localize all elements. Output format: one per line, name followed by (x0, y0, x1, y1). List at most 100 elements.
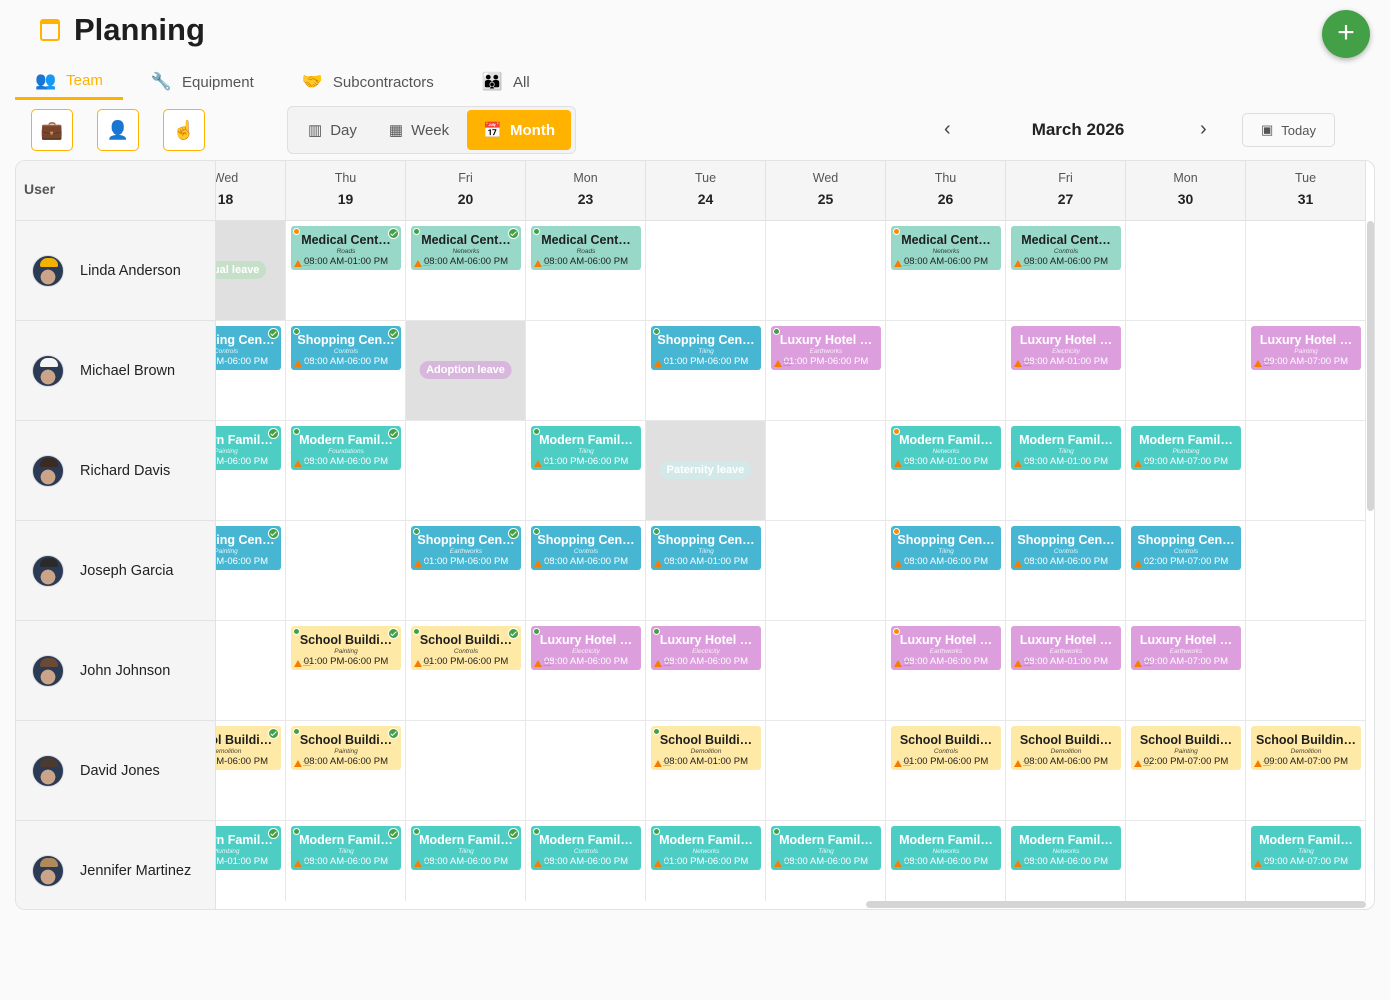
day-cell[interactable]: Adoption leave (406, 321, 526, 421)
briefcase-filter-button[interactable]: 💼 (31, 109, 73, 151)
day-cell[interactable] (1246, 421, 1366, 521)
day-cell[interactable]: School Buildi… Painting 02:00 PM-07:00 PM (1126, 721, 1246, 821)
day-cell[interactable] (526, 721, 646, 821)
assignment-card[interactable]: Modern Famil… Controls 08:00 AM-06:00 PM (531, 826, 641, 870)
day-cell[interactable] (766, 621, 886, 721)
user-row[interactable]: John Johnson (16, 621, 215, 721)
day-cell[interactable]: Shopping Cen… Earthworks 01:00 PM-06:00 PM (406, 521, 526, 621)
vertical-scrollbar[interactable] (1367, 221, 1374, 511)
day-cell[interactable]: Modern Famil… Networks 08:00 AM-06:00 PM (1006, 821, 1126, 901)
assignment-card[interactable]: School Buildi… Demolition 08:00 AM-01:00 P… (651, 726, 761, 770)
day-cell[interactable]: Shopping Cen… Tiling 08:00 AM-06:00 PM (886, 521, 1006, 621)
day-cell[interactable]: Shopping Cen… Tiling 01:00 PM-06:00 PM (646, 321, 766, 421)
day-cell[interactable]: School Buildi… Controls 01:00 PM-06:00 PM (886, 721, 1006, 821)
user-row[interactable]: Joseph Garcia (16, 521, 215, 621)
add-button[interactable]: + (1322, 10, 1370, 58)
day-cell[interactable] (766, 721, 886, 821)
assignment-card[interactable]: Luxury Hotel … Painting 09:00 AM-07:00 PM (1251, 326, 1361, 370)
assignment-card[interactable]: Modern Famil… Tiling 08:00 AM-06:00 PM (771, 826, 881, 870)
day-cell[interactable]: Modern Famil… Tiling 01:00 PM-06:00 PM (526, 421, 646, 521)
assignment-card[interactable]: Medical Cent… Networks 08:00 AM-06:00 PM (411, 226, 521, 270)
day-cell[interactable]: Modern Famil… Tiling 08:00 AM-06:00 PM (766, 821, 886, 901)
assignment-card[interactable]: Modern Famil… Tiling 08:00 AM-06:00 PM (411, 826, 521, 870)
user-row[interactable]: Jennifer Martinez (16, 821, 215, 909)
pointer-filter-button[interactable]: ☝ (163, 109, 205, 151)
assignment-card[interactable]: Modern Famil… Tiling 09:00 AM-07:00 PM (1251, 826, 1361, 870)
day-cell[interactable]: School Buildi… Painting 08:00 AM-06:00 PM (286, 721, 406, 821)
assignment-card[interactable]: Luxury Hotel … Electricity 08:00 AM-06:00 … (531, 626, 641, 670)
day-cell[interactable]: Luxury Hotel … Electricity 08:00 AM-01:00 … (1006, 321, 1126, 421)
day-cell[interactable]: Medical Cent… Controls 08:00 AM-06:00 PM (1006, 221, 1126, 321)
user-row[interactable]: Richard Davis (16, 421, 215, 521)
assignment-card[interactable]: Luxury Hotel … Electricity 08:00 AM-01:00 … (1011, 326, 1121, 370)
day-cell[interactable] (286, 521, 406, 621)
view-day[interactable]: ▥ Day (292, 110, 373, 150)
day-cell[interactable]: Modern Famil… Networks 08:00 AM-01:00 PM (886, 421, 1006, 521)
assignment-card[interactable]: Shopping Cen… Tiling 08:00 AM-01:00 PM (651, 526, 761, 570)
view-month[interactable]: 📅 Month (467, 110, 571, 150)
assignment-card[interactable]: Luxury Hotel … Earthworks 08:00 AM-01:00 P… (1011, 626, 1121, 670)
prev-month-button[interactable]: ‹ (944, 118, 951, 140)
tab-subcontractors[interactable]: 🤝 Subcontractors (282, 64, 454, 100)
tab-team[interactable]: 👥 Team (15, 64, 123, 100)
day-cell[interactable]: Modern Famil… Tiling 09:00 AM-07:00 PM (1246, 821, 1366, 901)
day-cell[interactable] (1246, 221, 1366, 321)
day-cell[interactable]: Modern Famil… Networks 08:00 AM-06:00 PM (886, 821, 1006, 901)
tab-all[interactable]: 👪 All (462, 64, 550, 100)
day-cell[interactable]: Luxury Hotel … Earthworks 01:00 PM-06:00 P… (766, 321, 886, 421)
assignment-card[interactable]: Luxury Hotel … Earthworks 08:00 AM-06:00 P… (891, 626, 1001, 670)
day-cell[interactable]: Luxury Hotel … Electricity 08:00 AM-06:00 … (526, 621, 646, 721)
assignment-card[interactable]: School Buildin… Demolition 09:00 AM-07:00 … (1251, 726, 1361, 770)
assignment-card[interactable]: Luxury Hotel … Earthworks 09:00 AM-07:00 P… (1131, 626, 1241, 670)
day-cell[interactable]: Modern Famil… Controls 08:00 AM-06:00 PM (526, 821, 646, 901)
user-row[interactable]: Michael Brown (16, 321, 215, 421)
day-cell[interactable]: School Buildin… Demolition 09:00 AM-07:00 … (1246, 721, 1366, 821)
assignment-card[interactable]: Shopping Cen… Tiling 01:00 PM-06:00 PM (651, 326, 761, 370)
assignment-card[interactable]: School Buildi… Controls 01:00 PM-06:00 PM (411, 626, 521, 670)
assignment-card[interactable]: School Buildi… Painting 01:00 PM-06:00 PM (291, 626, 401, 670)
horizontal-scrollbar[interactable] (866, 901, 1366, 908)
day-cell[interactable]: Shopping Cen… Tiling 08:00 AM-01:00 PM (646, 521, 766, 621)
assignment-card[interactable]: Luxury Hotel … Electricity 08:00 AM-06:00 … (651, 626, 761, 670)
day-cell[interactable] (1126, 321, 1246, 421)
assignment-card[interactable]: Modern Famil… Tiling 01:00 PM-06:00 PM (531, 426, 641, 470)
day-cell[interactable]: Paternity leave (646, 421, 766, 521)
day-cell[interactable] (646, 221, 766, 321)
day-cell[interactable] (766, 421, 886, 521)
day-cell[interactable]: Modern Famil… Tiling 08:00 AM-06:00 PM (286, 821, 406, 901)
assignment-card[interactable]: Medical Cent… Networks 08:00 AM-06:00 PM (891, 226, 1001, 270)
assignment-card[interactable]: Modern Famil… Plumbing 09:00 AM-07:00 PM (1131, 426, 1241, 470)
day-cell[interactable]: Luxury Hotel … Electricity 08:00 AM-06:00 … (646, 621, 766, 721)
assignment-card[interactable]: Shopping Cen… Controls 02:00 PM-07:00 PM (1131, 526, 1241, 570)
day-cell[interactable] (1126, 821, 1246, 901)
assignment-card[interactable]: Shopping Cen… Earthworks 01:00 PM-06:00 PM (411, 526, 521, 570)
assignment-card[interactable]: Modern Famil… Foundations 08:00 AM-06:00 P… (291, 426, 401, 470)
view-week[interactable]: ▦ Week (373, 110, 465, 150)
day-cell[interactable] (766, 221, 886, 321)
next-month-button[interactable]: › (1200, 118, 1207, 140)
today-button[interactable]: ▣ Today (1242, 113, 1335, 147)
user-row[interactable]: David Jones (16, 721, 215, 821)
day-cell[interactable] (766, 521, 886, 621)
assignment-card[interactable]: Luxury Hotel … Earthworks 01:00 PM-06:00 P… (771, 326, 881, 370)
assignment-card[interactable]: Medical Cent… Roads 08:00 AM-06:00 PM (531, 226, 641, 270)
day-cell[interactable]: Modern Famil…Plumbing08:00 AM-01:00 PM (216, 821, 286, 901)
day-cell[interactable]: Luxury Hotel … Earthworks 09:00 AM-07:00 P… (1126, 621, 1246, 721)
assignment-card[interactable]: School Buildi… Painting 02:00 PM-07:00 PM (1131, 726, 1241, 770)
assignment-card[interactable]: Modern Famil…Plumbing08:00 AM-01:00 PM (216, 826, 281, 870)
day-cell[interactable]: Luxury Hotel … Earthworks 08:00 AM-06:00 P… (886, 621, 1006, 721)
assignment-card[interactable]: Modern Famil… Networks 08:00 AM-06:00 PM (891, 826, 1001, 870)
day-cell[interactable] (1126, 221, 1246, 321)
user-row[interactable]: Linda Anderson (16, 221, 215, 321)
